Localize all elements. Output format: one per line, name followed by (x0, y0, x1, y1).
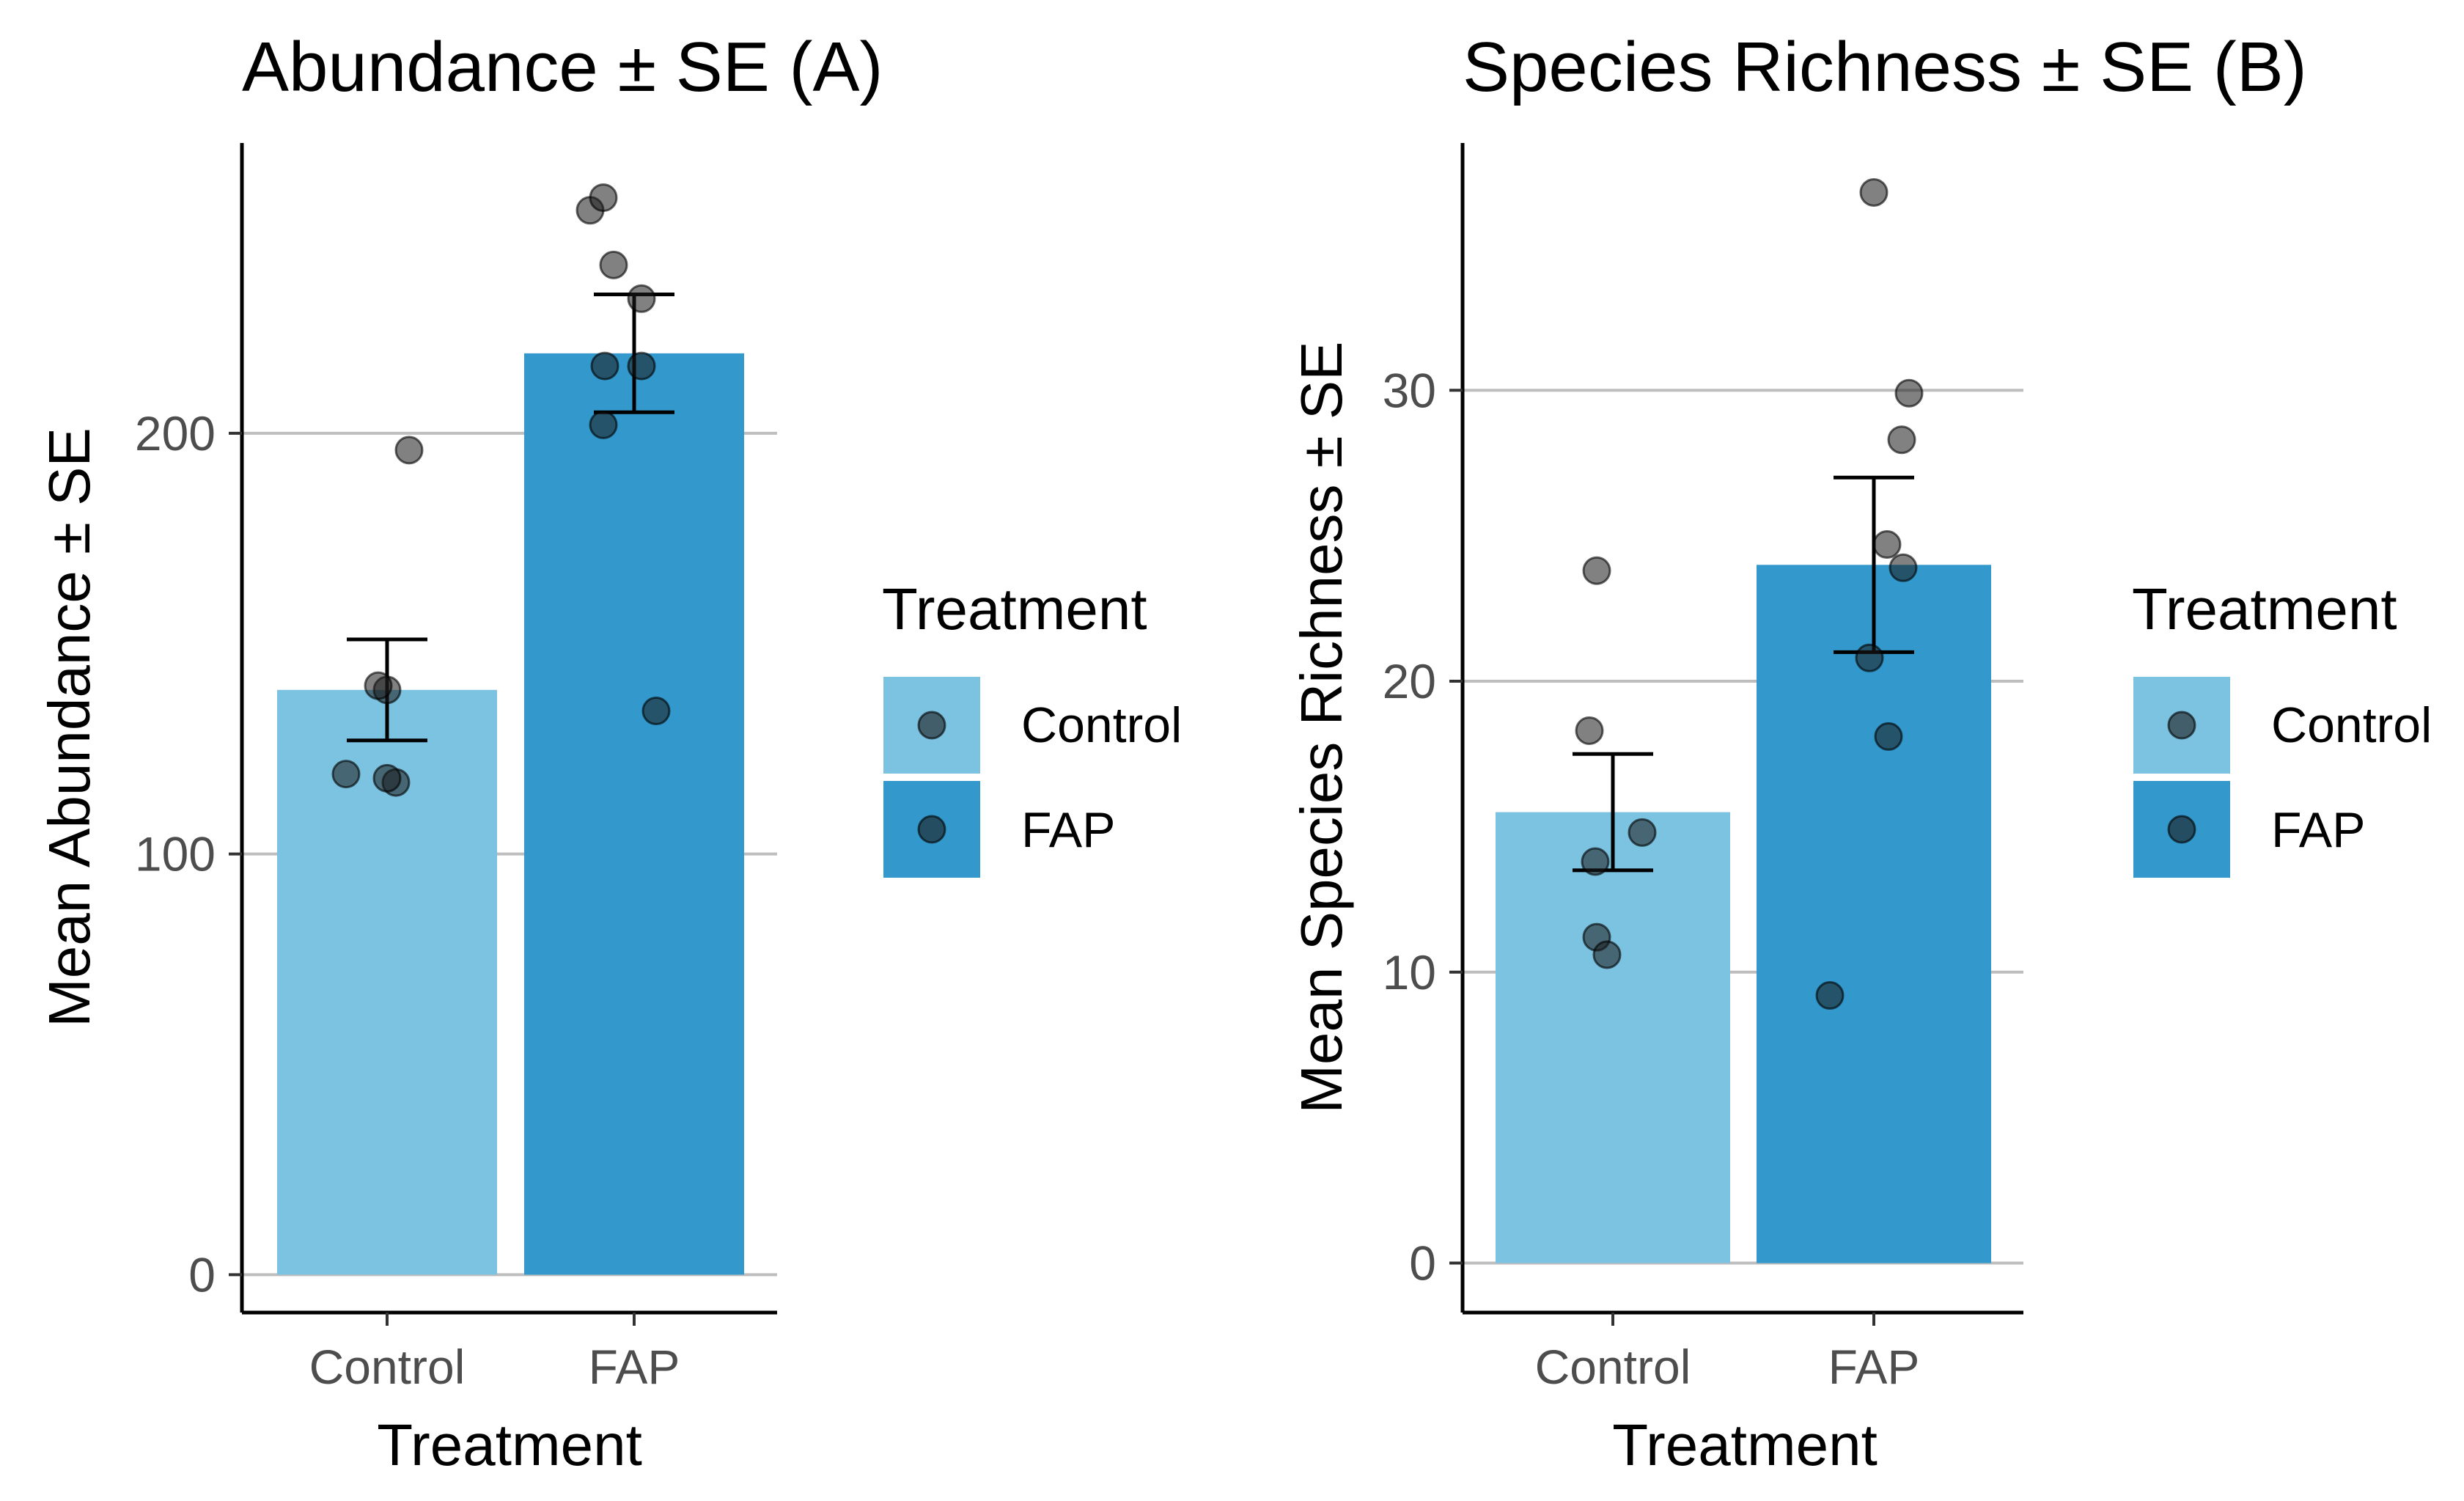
x-axis-title: Treatment (377, 1412, 642, 1478)
bar-fap (1757, 565, 1991, 1263)
data-point (627, 351, 656, 381)
data-point (1855, 643, 1884, 672)
bar-control (1496, 812, 1730, 1263)
data-point (372, 763, 402, 793)
data-point (1575, 716, 1604, 745)
data-point (364, 671, 393, 700)
data-point (1889, 553, 1918, 582)
y-tick-label: 200 (135, 406, 216, 460)
data-point (1628, 818, 1657, 847)
chart-panel-abundance: Abundance ± SE (A) 0 100 200 Control FAP Tr… (37, 28, 1182, 1478)
data-point (1581, 847, 1610, 876)
data-point (1894, 378, 1924, 408)
data-point (1582, 556, 1611, 585)
y-tick-label: 10 (1383, 945, 1436, 999)
data-point (590, 351, 619, 381)
data-point (1887, 425, 1916, 455)
data-point (1592, 940, 1622, 969)
legend-key-point (917, 815, 946, 844)
data-point (599, 250, 628, 279)
y-tick-label: 20 (1383, 654, 1436, 708)
legend-label-fap: FAP (1021, 802, 1116, 858)
data-point (1874, 722, 1903, 751)
data-point (331, 760, 361, 789)
data-point (394, 436, 424, 465)
y-axis-title: Mean Species Richness ± SE (1289, 341, 1354, 1113)
data-point (1859, 177, 1889, 207)
data-point (1815, 981, 1845, 1010)
x-tick-label: FAP (589, 1340, 680, 1394)
chart-panel-species-richness: Species Richness ± SE (B) 0 10 20 30 Contro… (1289, 28, 2432, 1478)
chart-title: Abundance ± SE (A) (242, 28, 883, 106)
legend-key-point (2167, 815, 2196, 844)
legend: Treatment Control FAP (882, 576, 1182, 878)
legend: Treatment Control FAP (2132, 576, 2432, 878)
legend-title: Treatment (882, 576, 1147, 642)
data-point (589, 410, 618, 439)
data-point (1872, 530, 1902, 559)
bar-fap (524, 353, 744, 1275)
x-tick-label: FAP (1828, 1340, 1920, 1394)
x-tick-label: Control (309, 1340, 466, 1394)
y-tick-label: 0 (1409, 1236, 1436, 1291)
y-tick-label: 100 (135, 827, 216, 881)
data-point (641, 697, 671, 726)
y-tick-label: 30 (1383, 363, 1436, 417)
y-tick-label: 0 (188, 1247, 216, 1302)
data-point (627, 284, 656, 313)
y-axis-title: Mean Abundance ± SE (37, 427, 102, 1027)
legend-key-point (2167, 711, 2196, 740)
legend-key-point (917, 711, 946, 740)
x-axis-title: Treatment (1612, 1412, 1878, 1478)
chart-title: Species Richness ± SE (B) (1463, 28, 2307, 106)
x-tick-label: Control (1535, 1340, 1691, 1394)
legend-label-fap: FAP (2271, 802, 2366, 858)
data-point (589, 183, 618, 213)
legend-label-control: Control (1021, 697, 1182, 753)
legend-title: Treatment (2132, 576, 2397, 642)
legend-label-control: Control (2271, 697, 2432, 753)
